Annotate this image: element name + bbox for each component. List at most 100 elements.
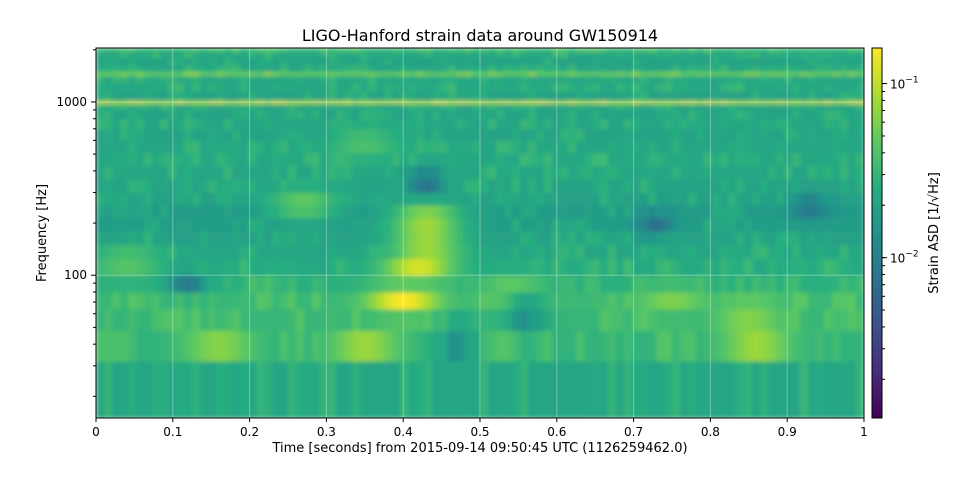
heatmap-cell <box>368 71 377 77</box>
heatmap-cell <box>632 103 641 111</box>
heatmap-cell <box>648 100 657 105</box>
heatmap-cell <box>488 71 497 77</box>
heatmap-cell <box>520 57 529 65</box>
heatmap-cell <box>376 128 385 141</box>
heatmap-cell <box>384 204 393 219</box>
heatmap-cell <box>736 152 745 167</box>
heatmap-cell <box>520 118 529 130</box>
heatmap-cell <box>144 360 153 418</box>
heatmap-cell <box>512 244 521 260</box>
heatmap-cell <box>336 204 345 219</box>
heatmap-cell <box>672 308 681 332</box>
heatmap-cell <box>856 192 864 206</box>
heatmap-cell <box>528 204 537 219</box>
heatmap-cell <box>376 192 385 206</box>
heatmap-cell <box>768 82 777 93</box>
heatmap-cell <box>824 128 833 141</box>
heatmap-cell <box>384 82 393 93</box>
heatmap-cell <box>144 100 153 105</box>
heatmap-cell <box>456 51 465 59</box>
heatmap-cell <box>792 308 801 332</box>
heatmap-cell <box>360 360 369 418</box>
heatmap-cell <box>200 178 209 194</box>
heatmap-cell <box>104 100 113 105</box>
heatmap-cell <box>272 330 281 362</box>
heatmap-cell <box>704 128 713 141</box>
heatmap-cell <box>824 100 833 105</box>
heatmap-cell <box>744 165 753 180</box>
heatmap-cell <box>304 109 313 120</box>
heatmap-cell <box>656 75 665 83</box>
heatmap-cell <box>832 360 841 418</box>
heatmap-cell <box>296 217 305 232</box>
heatmap-cell <box>128 75 137 83</box>
heatmap-cell <box>200 91 209 102</box>
heatmap-cell <box>792 82 801 93</box>
heatmap-cell <box>208 103 217 111</box>
heatmap-cell <box>424 100 433 105</box>
heatmap-cell <box>792 258 801 276</box>
heatmap-cell <box>336 118 345 130</box>
heatmap-cell <box>600 204 609 219</box>
heatmap-cell <box>816 64 825 73</box>
heatmap-cell <box>584 71 593 77</box>
heatmap-cell <box>192 140 201 154</box>
heatmap-cell <box>416 258 425 276</box>
heatmap-cell <box>136 360 145 418</box>
heatmap-cell <box>696 292 705 310</box>
heatmap-cell <box>744 204 753 219</box>
heatmap-cell <box>616 244 625 260</box>
heatmap-cell <box>664 109 673 120</box>
heatmap-cell <box>184 75 193 83</box>
heatmap-cell <box>128 140 137 154</box>
heatmap-cell <box>360 152 369 167</box>
heatmap-cell <box>256 308 265 332</box>
heatmap-cell <box>488 330 497 362</box>
heatmap-cell <box>200 275 209 293</box>
heatmap-cell <box>648 204 657 219</box>
heatmap-cell <box>784 231 793 246</box>
heatmap-cell <box>320 71 329 77</box>
heatmap-cell <box>784 275 793 293</box>
heatmap-cell <box>488 82 497 93</box>
heatmap-cell <box>728 308 737 332</box>
heatmap-cell <box>808 231 817 246</box>
heatmap-cell <box>560 192 569 206</box>
heatmap-cell <box>440 57 449 65</box>
heatmap-cell <box>312 109 321 120</box>
heatmap-cell <box>840 204 849 219</box>
heatmap-cell <box>616 140 625 154</box>
heatmap-cell <box>288 330 297 362</box>
heatmap-cell <box>528 152 537 167</box>
heatmap-cell <box>656 292 665 310</box>
heatmap-cell <box>432 258 441 276</box>
heatmap-cell <box>824 57 833 65</box>
heatmap-cell <box>216 64 225 73</box>
heatmap-cell <box>232 71 241 77</box>
heatmap-cell <box>408 244 417 260</box>
heatmap-cell <box>264 330 273 362</box>
heatmap-cell <box>232 360 241 418</box>
heatmap-cell <box>496 100 505 105</box>
heatmap-cell <box>384 48 393 53</box>
heatmap-cell <box>712 64 721 73</box>
heatmap-cell <box>672 192 681 206</box>
heatmap-cell <box>760 204 769 219</box>
heatmap-cell <box>640 51 649 59</box>
heatmap-cell <box>496 308 505 332</box>
heatmap-cell <box>544 51 553 59</box>
heatmap-cell <box>304 192 313 206</box>
heatmap-cell <box>680 128 689 141</box>
heatmap-cell <box>792 192 801 206</box>
heatmap-cell <box>352 258 361 276</box>
heatmap-cell <box>664 178 673 194</box>
heatmap-cell <box>576 51 585 59</box>
heatmap-cell <box>232 140 241 154</box>
heatmap-cell <box>400 360 409 418</box>
heatmap-cell <box>840 64 849 73</box>
heatmap-cell <box>472 118 481 130</box>
heatmap-cell <box>208 292 217 310</box>
heatmap-cell <box>416 128 425 141</box>
heatmap-cell <box>384 217 393 232</box>
heatmap-cell <box>792 75 801 83</box>
